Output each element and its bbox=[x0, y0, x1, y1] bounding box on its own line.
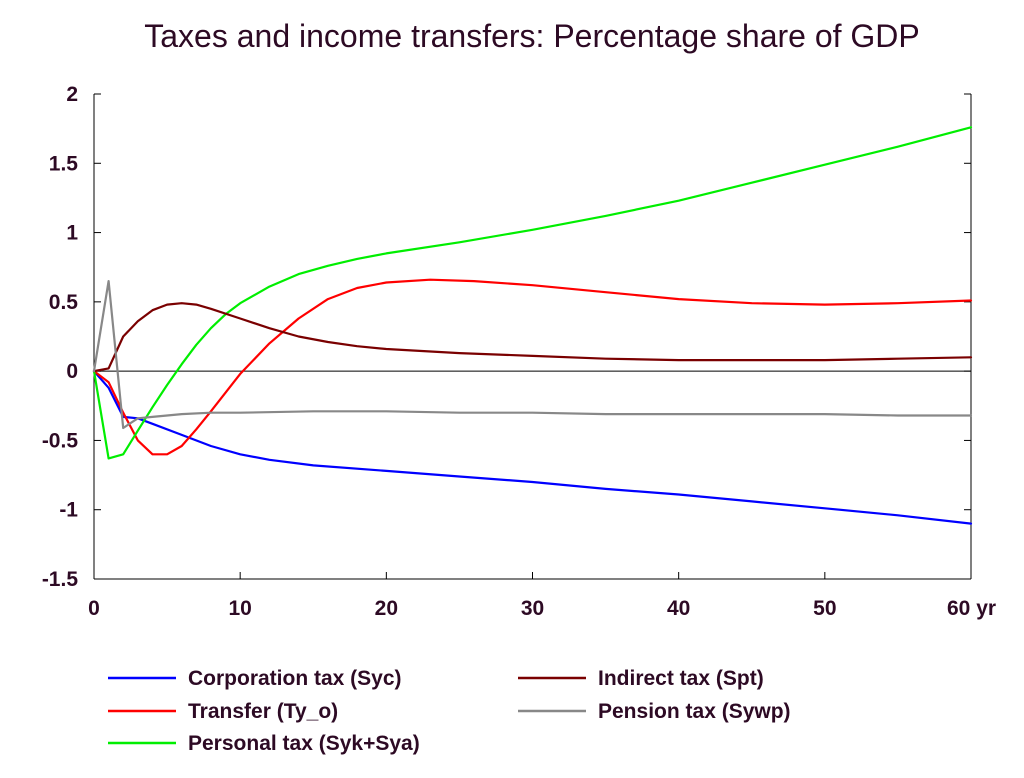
y-tick-label: 1.5 bbox=[49, 152, 79, 175]
legend-label: Transfer (Ty_o) bbox=[188, 700, 338, 723]
x-tick-label: 40 bbox=[667, 597, 690, 620]
legend-label: Corporation tax (Syc) bbox=[188, 667, 402, 690]
y-tick-label: 1 bbox=[66, 222, 78, 245]
series-line-personal-tax-syk-sya bbox=[92, 126, 973, 460]
y-tick-label: -1 bbox=[59, 499, 78, 522]
legend-label: Pension tax (Sywp) bbox=[598, 700, 791, 723]
legend-label: Personal tax (Syk+Sya) bbox=[188, 732, 420, 755]
x-tick-label: 0 bbox=[88, 597, 100, 620]
x-tick-label: 20 bbox=[375, 597, 398, 620]
series-line-indirect-tax-spt bbox=[92, 302, 973, 373]
y-tick-label: 0 bbox=[66, 360, 78, 383]
x-tick-label: 50 bbox=[813, 597, 836, 620]
x-tick-label: 10 bbox=[228, 597, 251, 620]
x-tick-label: 30 bbox=[521, 597, 544, 620]
y-tick-label: 0.5 bbox=[49, 291, 79, 314]
series-line-transfer-ty-o bbox=[92, 278, 973, 456]
series-line-pension-tax-sywp bbox=[92, 280, 973, 430]
legend-label: Indirect tax (Spt) bbox=[598, 667, 764, 690]
y-tick-label: 2 bbox=[66, 83, 78, 106]
chart-title: Taxes and income transfers: Percentage s… bbox=[144, 18, 920, 54]
legend: Corporation tax (Syc) Transfer (Ty_o) Pers… bbox=[108, 667, 791, 755]
y-tick-label: -0.5 bbox=[42, 429, 79, 452]
series-lines bbox=[92, 126, 973, 525]
x-tick-label: 60 yr bbox=[947, 597, 996, 620]
axes: -1.5-1-0.500.511.520 10 20 30 40 50 60 yr bbox=[42, 83, 996, 620]
y-tick-label: -1.5 bbox=[42, 568, 79, 591]
